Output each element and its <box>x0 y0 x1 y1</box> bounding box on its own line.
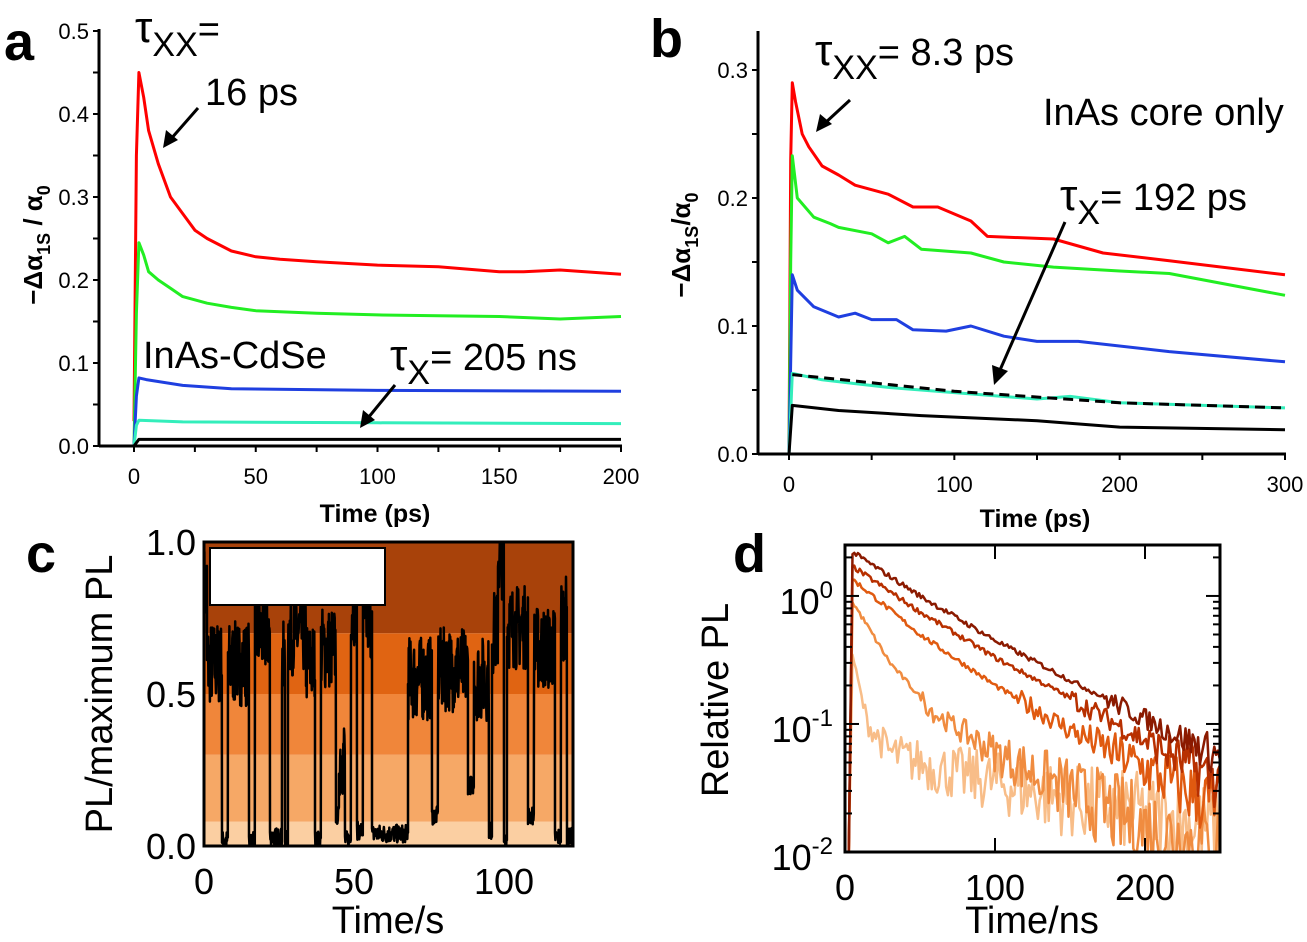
panel-a-x-tick-label: 200 <box>603 464 640 489</box>
panel-b-y-tick-label: 0.0 <box>717 442 748 467</box>
panel-b-y-tick-label: 0.3 <box>717 58 748 83</box>
panel-d-series <box>847 551 1220 852</box>
panel-c-series <box>202 540 575 848</box>
panel-b-y-tick-label: 0.1 <box>717 314 748 339</box>
panel-b-xlabel: Time (ps) <box>980 505 1091 533</box>
panel-b-y-tick-label: 0.2 <box>717 186 748 211</box>
panel-letter-b: b <box>650 9 683 69</box>
panel-a-y-tick-label: 0.3 <box>58 185 89 210</box>
panel-c-trace <box>202 540 575 848</box>
panel-a-series-3 <box>132 418 622 447</box>
panel-b-series-0 <box>787 81 1286 455</box>
panel-b-series-2 <box>787 273 1286 455</box>
panel-a-series-2 <box>132 376 622 447</box>
panel-b-arrow-tau-xx <box>816 98 852 132</box>
panel-a-arrow-tau-x <box>360 384 397 428</box>
panel-c-y-tick-label: 0.0 <box>146 826 196 867</box>
panel-a-y-tick-label: 0.1 <box>58 351 89 376</box>
panel-b-x-tick-label: 0 <box>783 472 795 497</box>
panel-a-x-tick-label: 0 <box>128 464 140 489</box>
panel-b: 0 100 200 300 0.0 0.1 0.2 0.3 Time (ps) −Δα1S/α… <box>666 26 1303 533</box>
panel-b-tau-xx-label: τXX= 8.3 ps <box>815 26 1014 87</box>
panel-a-axes: 0 50 100 150 200 0.0 0.1 0.2 0.3 0.4 0.5 <box>58 19 639 489</box>
panel-d-xlabel: Time/ns <box>965 900 1099 942</box>
panel-a-x-tick-label: 50 <box>244 464 268 489</box>
panel-c-ylabel: PL/maximum PL <box>79 555 121 834</box>
panel-b-arrow-tau-x <box>992 221 1067 385</box>
panel-b-series-5 <box>787 403 1286 455</box>
panel-d-series-4 <box>847 653 1220 852</box>
panel-b-sample-label: InAs core only <box>1043 92 1284 134</box>
panel-c-legend-box <box>209 547 386 606</box>
panel-d-y-tick-label: 10-2 <box>772 833 833 878</box>
panel-b-axes: 0 100 200 300 0.0 0.1 0.2 0.3 <box>717 31 1303 497</box>
panel-a: 0 50 100 150 200 0.0 0.1 0.2 0.3 0.4 0.5 Time (ps)… <box>18 3 639 528</box>
panel-d-axes: 0 100 200 100 10-1 10-2 <box>772 543 1222 908</box>
panel-c-band-2 <box>204 694 573 755</box>
panel-b-series <box>787 81 1286 455</box>
panel-a-tau-xx-value: 16 ps <box>205 72 298 114</box>
panel-d: 0 100 200 100 10-1 10-2 Time/ns Relative PL <box>695 543 1222 942</box>
panel-c-x-tick-label: 0 <box>194 861 214 902</box>
panel-a-x-tick-label: 100 <box>359 464 396 489</box>
panel-c-x-tick-label: 100 <box>474 861 534 902</box>
panel-c-frame <box>202 540 575 848</box>
panel-a-x-tick-label: 150 <box>481 464 518 489</box>
panel-a-series <box>132 71 622 447</box>
panel-d-series-0 <box>847 551 1220 852</box>
panel-b-series-1 <box>787 154 1286 455</box>
panel-a-series-4 <box>132 437 621 447</box>
panel-a-y-tick-label: 0.0 <box>58 434 89 459</box>
panel-b-x-tick-label: 200 <box>1101 472 1138 497</box>
panel-b-ylabel: −Δα1S/α0 <box>666 192 702 297</box>
panel-letter-c: c <box>26 524 56 584</box>
panel-d-x-tick-label: 0 <box>835 867 855 908</box>
panel-c-y-tick-label: 0.5 <box>146 674 196 715</box>
panel-c-y-tick-label: 1.0 <box>146 522 196 563</box>
panel-a-sample-label: InAs-CdSe <box>143 335 327 377</box>
panel-d-x-tick-label: 100 <box>965 867 1025 908</box>
panel-b-x-tick-label: 300 <box>1267 472 1304 497</box>
panel-d-frame <box>843 543 1222 854</box>
panel-letter-a: a <box>4 12 35 72</box>
panel-a-tau-x-label: τX= 205 ns <box>390 331 577 392</box>
panel-c-x-tick-label: 50 <box>334 861 374 902</box>
panel-d-series-3 <box>847 601 1220 852</box>
panel-a-ylabel: −Δα1S / α0 <box>18 185 54 305</box>
panel-b-x-tick-label: 100 <box>936 472 973 497</box>
panel-d-x-tick-label: 200 <box>1115 867 1175 908</box>
panel-c-band-1 <box>204 754 573 822</box>
panel-d-series-group <box>847 551 1220 852</box>
panel-b-series-4 <box>792 373 1286 410</box>
panel-b-tau-x-label: τX= 192 ps <box>1060 171 1247 232</box>
panel-letter-d: d <box>733 524 766 584</box>
panel-c-xlabel: Time/s <box>332 900 445 942</box>
panel-a-series-0 <box>132 71 622 422</box>
panel-a-tau-xx-label: τXX= <box>135 3 220 64</box>
panel-d-ylabel: Relative PL <box>695 603 737 797</box>
panel-b-series-3 <box>787 371 1286 455</box>
panel-d-y-tick-label: 100 <box>780 577 833 622</box>
panel-a-xlabel: Time (ps) <box>320 500 431 528</box>
panel-d-series-2 <box>847 578 1220 852</box>
panel-d-series-1 <box>847 564 1220 852</box>
panel-a-y-tick-label: 0.5 <box>58 19 89 44</box>
panel-a-series-1 <box>132 241 622 447</box>
panel-a-arrow-tau-xx <box>163 107 200 148</box>
panel-d-y-tick-label: 10-1 <box>772 705 833 750</box>
panel-a-y-tick-label: 0.2 <box>58 268 89 293</box>
panel-c: 0 50 100 0.0 0.5 1.0 Time/s PL/maximum PL <box>79 522 575 942</box>
panel-c-axes: 0 50 100 0.0 0.5 1.0 <box>146 522 575 902</box>
panel-a-y-tick-label: 0.4 <box>58 102 89 127</box>
